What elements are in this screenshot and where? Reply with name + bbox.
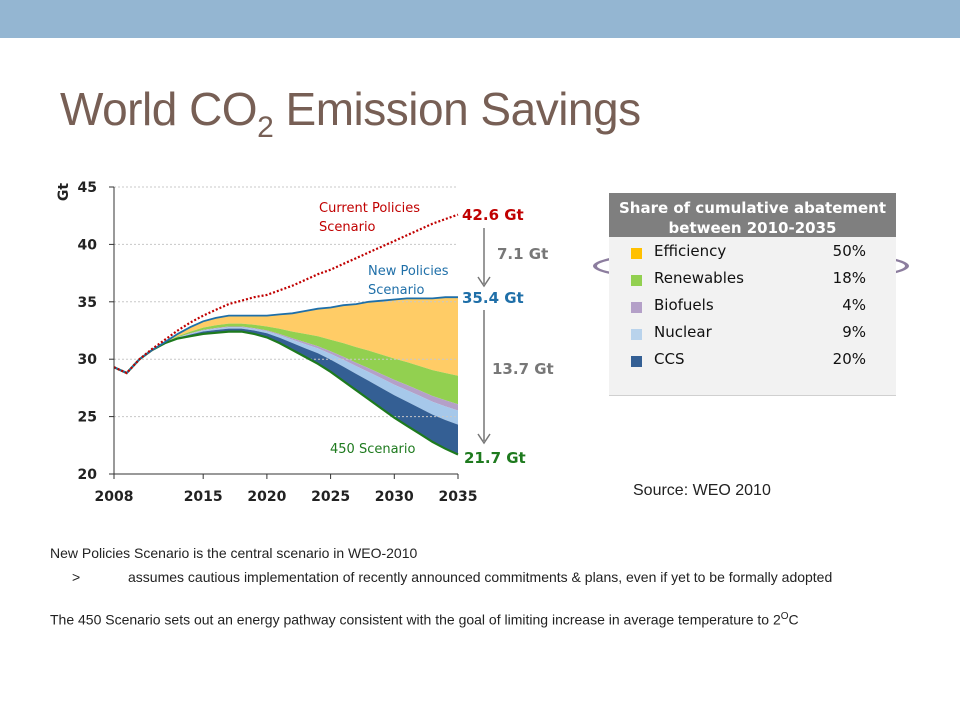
abatement-share-table: Share of cumulative abatement between 20… <box>609 193 896 396</box>
source-note: Source: WEO 2010 <box>633 482 771 499</box>
nuclear-swatch <box>631 329 642 340</box>
share-name: CCS <box>654 350 685 368</box>
biofuels-swatch <box>631 302 642 313</box>
note-bullet: > <box>72 569 81 585</box>
scenario-450-line <box>113 330 459 456</box>
notes: New Policies Scenario is the central sce… <box>50 544 910 629</box>
share-percent: 4% <box>842 296 866 314</box>
y-axis-label: Gt <box>56 183 72 201</box>
abatement-areas <box>114 297 458 455</box>
new-policies-line <box>113 296 458 375</box>
share-name: Biofuels <box>654 296 714 314</box>
wedge-renewables-area <box>114 323 458 405</box>
share-percent: 20% <box>832 350 866 368</box>
note-sub-text: assumes cautious implementation of recen… <box>128 569 833 585</box>
title-text-rest: Emission Savings <box>273 83 642 135</box>
current-policies-line <box>113 213 459 375</box>
title-subscript: 2 <box>257 111 274 144</box>
x-tick-2030: 2030 <box>375 489 414 505</box>
gridlines <box>114 186 458 418</box>
new-policies-label-2: Scenario <box>368 283 425 298</box>
ccs-swatch <box>631 356 642 367</box>
share-row-renewables: Renewables 18% <box>609 264 896 291</box>
note-superscript: O <box>780 611 789 622</box>
share-percent: 9% <box>842 323 866 341</box>
note-line-2: The 450 Scenario sets out an energy path… <box>50 608 910 629</box>
share-row-biofuels: Biofuels 4% <box>609 291 896 318</box>
share-percent: 50% <box>832 242 866 260</box>
slide-title: World CO2 Emission Savings <box>60 82 641 145</box>
new-policies-label-1: New Policies <box>368 264 449 279</box>
scenario-450-label: 450 Scenario <box>330 442 416 457</box>
x-tick-2008: 2008 <box>95 489 134 505</box>
share-list: Efficiency 50% Renewables 18% Biofuels 4… <box>609 237 896 372</box>
share-row-ccs: CCS 20% <box>609 345 896 372</box>
x-tick-2035: 2035 <box>439 489 478 505</box>
lower-gap-label: 13.7 Gt <box>492 360 554 378</box>
top-banner <box>0 0 960 38</box>
y-tick-35: 35 <box>78 295 97 311</box>
note-line-2-text: The 450 Scenario sets out an energy path… <box>50 611 781 628</box>
y-tick-45: 45 <box>78 180 97 196</box>
share-header-line-1: Share of cumulative abatement <box>618 199 887 217</box>
note-line-1: New Policies Scenario is the central sce… <box>50 545 418 561</box>
y-tick-40: 40 <box>78 237 98 253</box>
x-tick-2020: 2020 <box>247 489 286 505</box>
note-subpoint: > assumes cautious implementation of rec… <box>50 568 910 586</box>
upper-gap-label: 7.1 Gt <box>497 245 548 263</box>
current-value-label: 42.6 Gt <box>462 206 524 224</box>
scenario-lines <box>113 213 459 456</box>
share-header-line-2: between 2010-2035 <box>668 219 837 237</box>
new-policies-value-label: 35.4 Gt <box>462 289 524 307</box>
wedge-efficiency-area <box>114 297 458 376</box>
lower-gap-arrowhead <box>477 433 491 445</box>
share-table-header: Share of cumulative abatement between 20… <box>609 193 896 237</box>
renewables-swatch <box>631 275 642 286</box>
share-row-efficiency: Efficiency 50% <box>609 237 896 264</box>
title-text: World CO <box>60 83 258 135</box>
axes <box>109 186 459 479</box>
x-tick-2015: 2015 <box>184 489 223 505</box>
note-line-2-end: C <box>788 611 799 628</box>
y-tick-30: 30 <box>78 352 98 368</box>
share-name: Renewables <box>654 269 744 287</box>
scenario-450-value-label: 21.7 Gt <box>464 449 526 467</box>
upper-gap-arrowhead <box>477 276 491 288</box>
share-name: Nuclear <box>654 323 712 341</box>
y-tick-20: 20 <box>78 467 98 483</box>
efficiency-swatch <box>631 248 642 259</box>
current-policies-label-2: Scenario <box>319 220 376 235</box>
current-policies-label-1: Current Policies <box>319 201 420 216</box>
x-tick-2025: 2025 <box>311 489 350 505</box>
share-row-nuclear: Nuclear 9% <box>609 318 896 345</box>
share-percent: 18% <box>832 269 866 287</box>
share-name: Efficiency <box>654 242 727 260</box>
y-tick-25: 25 <box>78 410 97 426</box>
